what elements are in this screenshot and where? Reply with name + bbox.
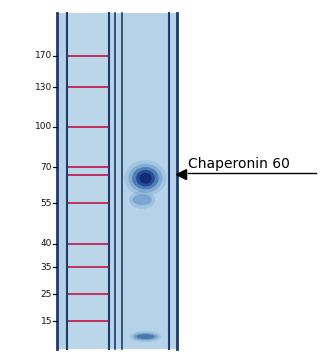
Ellipse shape [124,160,166,196]
Text: 70: 70 [41,163,52,172]
Text: 100: 100 [35,122,52,131]
Ellipse shape [129,191,155,209]
Ellipse shape [136,334,154,339]
Text: 35: 35 [41,263,52,271]
Text: 15: 15 [41,317,52,325]
Bar [67,13,109,349]
Ellipse shape [130,331,161,342]
Text: 130: 130 [35,83,52,92]
Text: Chaperonin 60: Chaperonin 60 [188,157,290,171]
Ellipse shape [128,164,162,193]
Bar [57,13,177,349]
Ellipse shape [136,170,155,186]
Ellipse shape [139,173,151,184]
Text: 40: 40 [41,239,52,248]
Ellipse shape [133,333,158,340]
Text: 25: 25 [41,289,52,299]
Text: 170: 170 [35,51,52,60]
Ellipse shape [133,194,152,205]
Bar [57,13,67,349]
Bar [122,13,169,349]
Ellipse shape [132,167,159,189]
Text: 55: 55 [41,199,52,208]
